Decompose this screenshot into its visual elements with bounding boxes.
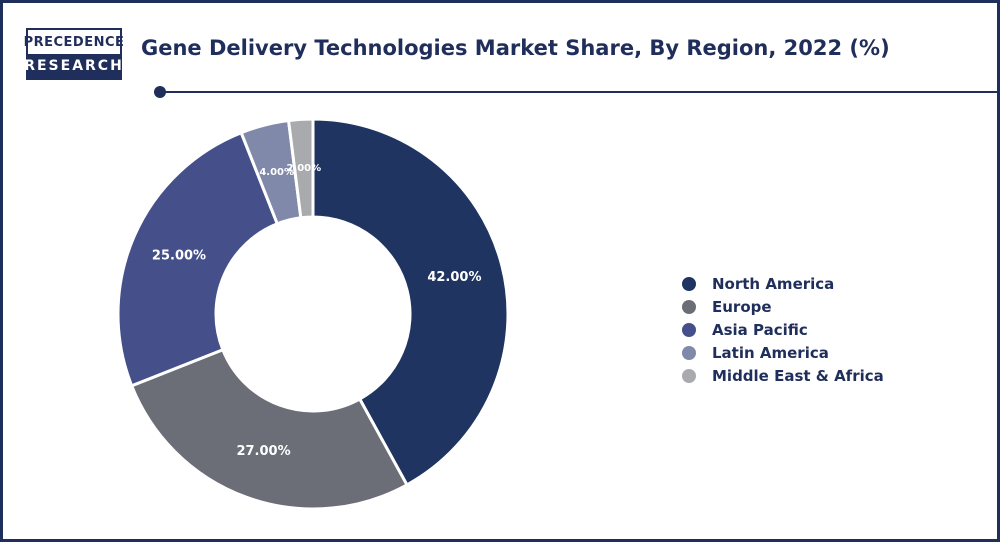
legend-swatch	[682, 299, 696, 314]
legend-swatch	[682, 345, 696, 360]
data-label-latin-america: 4.00%	[259, 167, 294, 178]
legend-swatch	[682, 368, 696, 383]
legend-item-latin-america: Latin America	[682, 341, 884, 364]
slice-asia-pacific	[116, 130, 280, 388]
legend-label: Europe	[712, 297, 772, 316]
slice-europe	[129, 347, 409, 511]
logo-line-1: PRECEDENCE	[23, 34, 125, 50]
data-label-north-america: 42.00%	[427, 270, 481, 285]
chart-legend: North America Europe Asia Pacific Latin Ame…	[682, 272, 884, 387]
chart-title: Gene Delivery Technologies Market Share,…	[141, 36, 890, 60]
title-underline-dot	[154, 86, 166, 98]
data-label-asia-pacific: 25.00%	[152, 249, 206, 264]
legend-label: North America	[712, 274, 835, 293]
legend-item-middle-east-and-africa: Middle East & Africa	[682, 364, 884, 387]
logo-line-2: RESEARCH	[24, 54, 122, 78]
slice-north-america	[311, 117, 510, 487]
data-label-europe: 27.00%	[236, 444, 290, 459]
legend-swatch	[682, 322, 696, 337]
title-underline	[160, 91, 1000, 93]
brand-logo: PRECEDENCE RESEARCH	[23, 28, 125, 80]
legend-item-north-america: North America	[682, 272, 884, 295]
legend-item-europe: Europe	[682, 295, 884, 318]
legend-label: Asia Pacific	[712, 320, 808, 339]
legend-label: Middle East & Africa	[712, 366, 884, 385]
legend-label: Latin America	[712, 343, 829, 362]
legend-item-asia-pacific: Asia Pacific	[682, 318, 884, 341]
legend-swatch	[682, 276, 696, 291]
slice-middle-east-and-africa	[286, 117, 315, 220]
data-label-middle-east-and-africa: 2.00%	[286, 163, 321, 174]
